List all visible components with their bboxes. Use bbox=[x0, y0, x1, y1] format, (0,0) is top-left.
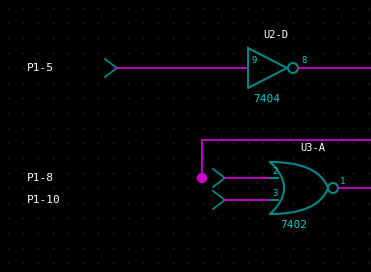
Text: P1-5: P1-5 bbox=[27, 63, 54, 73]
Text: 7402: 7402 bbox=[280, 220, 307, 230]
Text: P1-8: P1-8 bbox=[27, 173, 54, 183]
Text: 2: 2 bbox=[272, 167, 278, 176]
Text: P1-10: P1-10 bbox=[27, 195, 61, 205]
Text: 1: 1 bbox=[340, 177, 345, 186]
Text: 7404: 7404 bbox=[253, 94, 280, 104]
Text: 8: 8 bbox=[301, 56, 306, 65]
Circle shape bbox=[197, 174, 207, 183]
Text: U3-A: U3-A bbox=[300, 143, 325, 153]
Text: U2-D: U2-D bbox=[263, 30, 288, 40]
Text: 9: 9 bbox=[251, 56, 256, 65]
Text: 3: 3 bbox=[272, 189, 278, 198]
